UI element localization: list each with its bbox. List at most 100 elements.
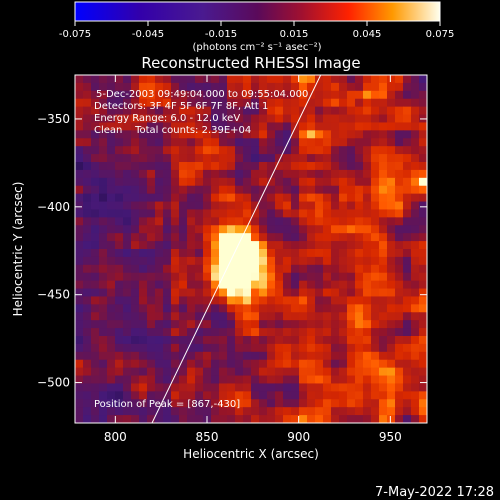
heatmap-cell: [299, 154, 308, 163]
heatmap-cell: [147, 336, 156, 345]
heatmap-cell: [155, 130, 164, 139]
heatmap-cell: [131, 114, 140, 124]
heatmap-cell: [323, 351, 332, 361]
heatmap-cell: [347, 280, 356, 290]
heatmap-cell: [291, 399, 300, 408]
heatmap-cell: [147, 256, 156, 266]
heatmap-cell: [267, 351, 276, 361]
heatmap-cell: [83, 169, 92, 179]
heatmap-cell: [115, 98, 124, 108]
heatmap-cell: [379, 320, 388, 329]
heatmap-cell: [155, 351, 164, 361]
heatmap-cell: [411, 241, 420, 250]
heatmap-cell: [299, 114, 308, 124]
heatmap-cell: [139, 320, 148, 329]
heatmap-cell: [307, 399, 316, 408]
heatmap-cell: [363, 328, 372, 337]
heatmap-cell: [171, 304, 180, 313]
heatmap-cell: [91, 296, 100, 305]
heatmap-cell: [171, 241, 180, 250]
heatmap-cell: [83, 98, 92, 108]
heatmap-cell: [187, 114, 196, 124]
heatmap-cell: [339, 272, 348, 282]
heatmap-cell: [163, 280, 172, 290]
heatmap-cell: [155, 233, 164, 242]
heatmap-cell: [219, 177, 228, 187]
heatmap-cell: [211, 106, 220, 116]
heatmap-cell: [315, 304, 324, 313]
heatmap-cell: [219, 154, 228, 163]
heatmap-cell: [275, 225, 284, 234]
heatmap-cell: [371, 193, 380, 203]
heatmap-cell: [339, 82, 348, 92]
heatmap-cell: [83, 249, 92, 258]
heatmap-cell: [355, 288, 364, 298]
heatmap-cell: [179, 138, 188, 147]
heatmap-cell: [91, 241, 100, 250]
heatmap-cell: [275, 177, 284, 187]
heatmap-cell: [291, 193, 300, 203]
heatmap-cell: [403, 177, 412, 187]
heatmap-cell: [179, 146, 188, 155]
heatmap-cell: [203, 82, 212, 92]
heatmap-cell: [395, 391, 404, 400]
heatmap-cell: [83, 391, 92, 400]
heatmap-cell: [171, 367, 180, 377]
heatmap-cell: [355, 367, 364, 377]
heatmap-cell: [331, 114, 340, 124]
heatmap-cell: [371, 249, 380, 258]
heatmap-cell: [195, 82, 204, 92]
heatmap-cell: [195, 241, 204, 250]
heatmap-cell: [83, 359, 92, 369]
heatmap-cell: [147, 225, 156, 234]
heatmap-cell: [99, 336, 108, 345]
heatmap-cell: [227, 320, 236, 329]
heatmap-cell: [155, 201, 164, 211]
heatmap-cell: [299, 217, 308, 226]
heatmap-cell: [243, 391, 252, 400]
heatmap-cell: [411, 383, 420, 392]
heatmap-cell: [251, 312, 260, 321]
heatmap-cell: [211, 280, 220, 290]
heatmap-cell: [331, 122, 340, 131]
heatmap-cell: [419, 130, 427, 139]
heatmap-cell: [355, 90, 364, 100]
heatmap-cell: [283, 82, 292, 92]
heatmap-cell: [83, 209, 92, 218]
heatmap-cell: [291, 98, 300, 108]
heatmap-cell: [387, 233, 396, 242]
heatmap-cell: [347, 343, 356, 353]
heatmap-cell: [187, 169, 196, 179]
heatmap-cell: [211, 209, 220, 218]
heatmap-cell: [331, 90, 340, 100]
heatmap-cell: [387, 146, 396, 155]
heatmap-cell: [123, 336, 132, 345]
heatmap-cell: [251, 209, 260, 218]
heatmap-cell: [147, 304, 156, 313]
heatmap-cell: [139, 399, 148, 408]
heatmap-cell: [403, 193, 412, 203]
heatmap-cell: [99, 399, 108, 408]
heatmap-cell: [115, 375, 124, 385]
heatmap-cell: [251, 264, 260, 274]
heatmap-cell: [123, 359, 132, 369]
heatmap-cell: [347, 114, 356, 124]
heatmap-cell: [147, 75, 156, 84]
heatmap-cell: [107, 343, 116, 353]
heatmap-cell: [419, 304, 427, 313]
heatmap-cell: [379, 106, 388, 116]
heatmap-cell: [323, 399, 332, 408]
heatmap-cell: [251, 225, 260, 234]
heatmap-cell: [339, 264, 348, 274]
heatmap-cell: [379, 146, 388, 155]
heatmap-cell: [403, 146, 412, 155]
heatmap-cell: [283, 154, 292, 163]
heatmap-cell: [323, 98, 332, 108]
heatmap-cell: [99, 320, 108, 329]
heatmap-cell: [91, 98, 100, 108]
heatmap-cell: [291, 177, 300, 187]
heatmap-cell: [75, 122, 84, 131]
heatmap-cell: [99, 280, 108, 290]
heatmap-cell: [243, 90, 252, 100]
x-tick-label: 850: [196, 430, 219, 444]
